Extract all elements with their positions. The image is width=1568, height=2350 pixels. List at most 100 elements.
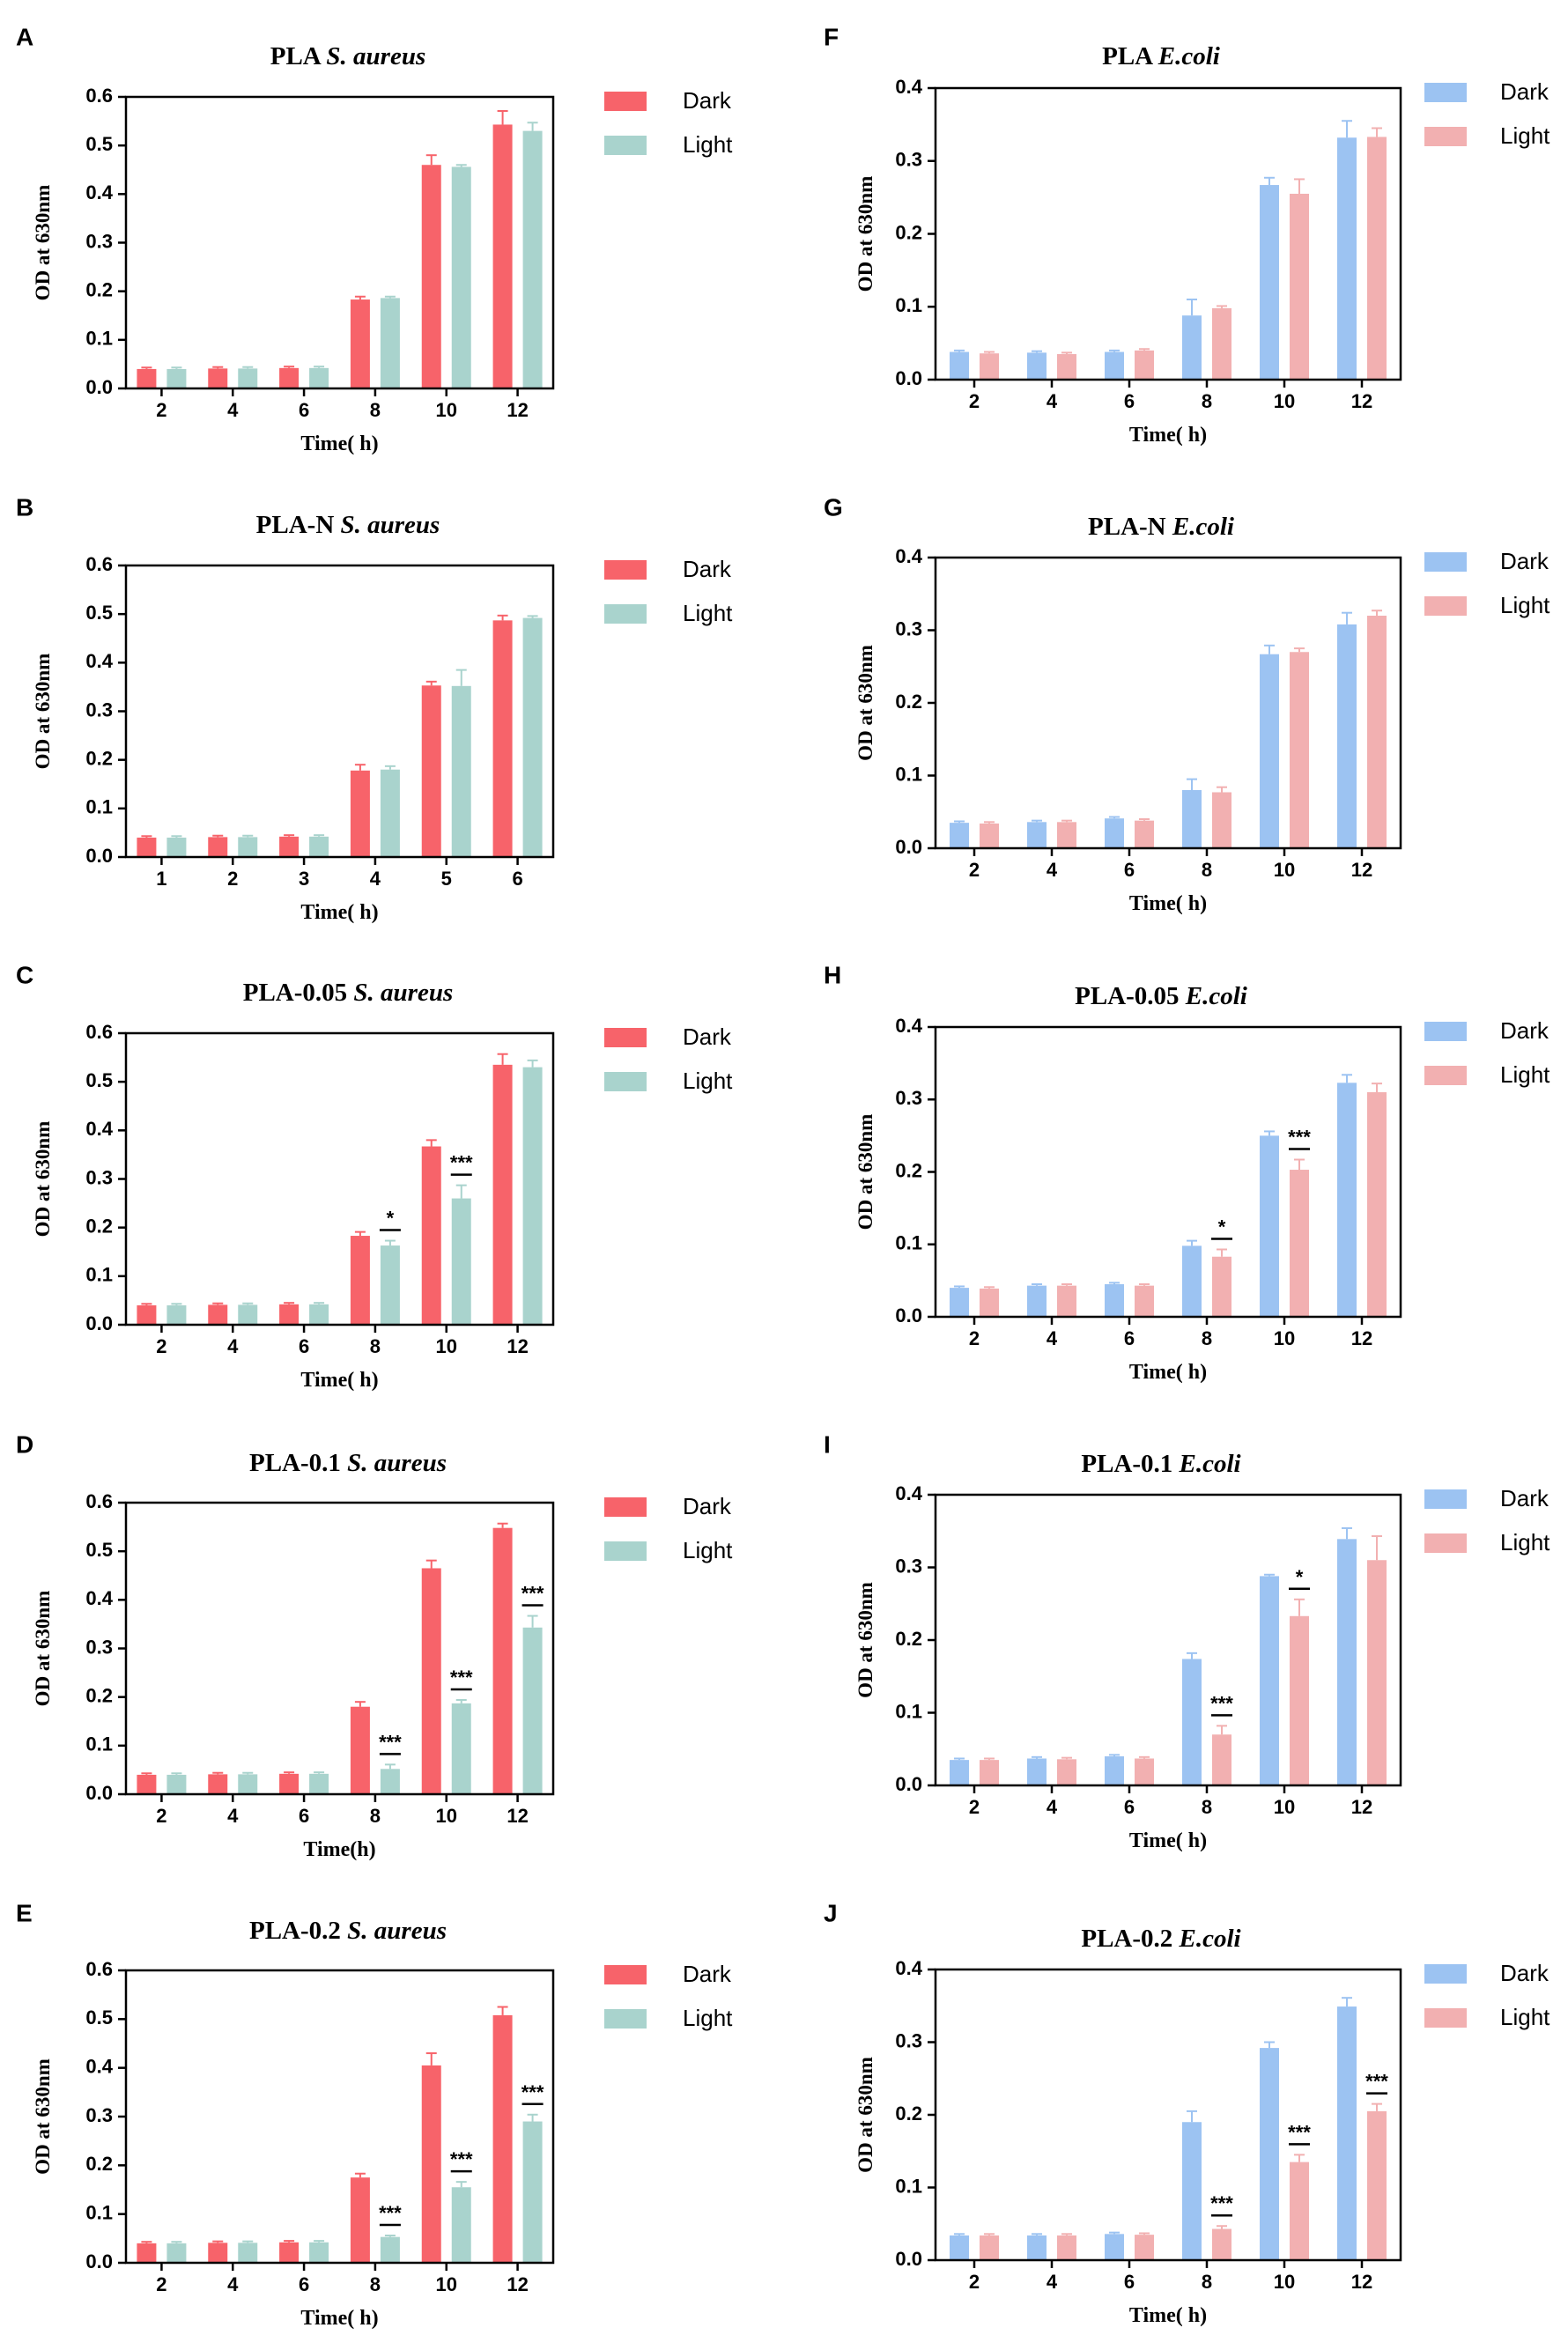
bar-light [1212, 1734, 1231, 1785]
x-tick-label: 10 [1274, 390, 1295, 412]
y-axis-label: OD at 630nm [32, 1121, 54, 1238]
bar-light [166, 2243, 187, 2263]
bar-light [1057, 354, 1076, 380]
significance-stars: *** [450, 2148, 473, 2170]
legend-label-dark: Dark [683, 1493, 732, 1519]
bar-dark [137, 837, 157, 857]
bar-dark [350, 1236, 370, 1325]
x-tick-label: 8 [370, 1335, 381, 1357]
bar-dark [1027, 822, 1047, 848]
bar-light [522, 1627, 543, 1794]
bar-light [1290, 193, 1309, 380]
x-tick-label: 10 [1274, 2271, 1295, 2293]
bar-dark [421, 1146, 441, 1325]
plot-frame [934, 86, 1402, 381]
panel-letter: E [16, 1899, 33, 1926]
x-tick-label: 6 [1124, 859, 1135, 881]
bar-dark [492, 620, 513, 857]
chart-title-prefix: PLA-0.2 [1081, 1925, 1179, 1953]
x-tick-label: 4 [227, 1335, 239, 1357]
chart-title: PLA S. aureus [270, 42, 425, 70]
x-tick-label: 10 [436, 2273, 457, 2295]
x-tick-label: 4 [1047, 2271, 1058, 2293]
legend-label-dark: Dark [683, 87, 732, 114]
bar-dark [950, 823, 969, 848]
bar-light [1135, 820, 1154, 848]
x-tick-label: 8 [370, 1805, 381, 1827]
bar-light [166, 368, 187, 388]
legend-label-dark: Dark [1500, 1485, 1550, 1511]
y-tick-label: 0.0 [85, 845, 113, 867]
y-tick-label: 0.3 [85, 1636, 113, 1658]
bar-light [1135, 2235, 1154, 2260]
bar-light [238, 2243, 258, 2263]
bar-light [980, 2235, 999, 2260]
y-tick-label: 0.0 [895, 2248, 922, 2270]
x-axis-label: Time( h) [1129, 892, 1207, 915]
x-axis-label: Time( h) [1129, 2304, 1207, 2327]
panel-letter: H [824, 961, 841, 988]
bar-light [522, 1067, 543, 1325]
chart-title: PLA-0.2 S. aureus [249, 1917, 447, 1945]
significance-stars: * [387, 1208, 395, 1230]
y-tick-label: 0.2 [895, 1628, 922, 1650]
y-tick-label: 0.4 [85, 1587, 113, 1609]
legend-label-dark: Dark [1500, 1960, 1550, 1986]
legend-swatch-light [1424, 1066, 1467, 1085]
y-axis-label: OD at 630nm [854, 645, 876, 761]
bar-dark [350, 299, 370, 388]
x-tick-label: 4 [227, 399, 239, 421]
bar-dark [421, 1568, 441, 1794]
bar-dark [492, 1064, 513, 1325]
y-tick-label: 0.0 [85, 376, 113, 398]
bar-dark [421, 2065, 441, 2263]
y-tick-label: 0.5 [85, 1539, 113, 1561]
bar-light [309, 1773, 329, 1794]
chart-panel-c: C PLA-0.05 S. aureus 0.0 0.1 0.2 0.3 0.4 0.5 0.6… [16, 961, 733, 1392]
bar-light [1057, 2235, 1076, 2260]
x-tick-label: 10 [1274, 1327, 1295, 1349]
y-tick-label: 0.0 [895, 1773, 922, 1795]
chart-title-prefix: PLA [270, 42, 327, 70]
chart-title-prefix: PLA-0.2 [249, 1917, 347, 1945]
legend-label-dark: Dark [1500, 1017, 1550, 1044]
bar-light [1212, 1256, 1231, 1317]
chart-panel-d: D PLA-0.1 S. aureus 0.0 0.1 0.2 0.3 0.4 0.5 0.6 2… [16, 1430, 733, 1861]
bar-dark [1105, 1756, 1124, 1785]
bar-light [380, 2236, 400, 2263]
legend-label-light: Light [683, 600, 733, 626]
chart-title-species: S. aureus [353, 979, 453, 1007]
bar-dark [1260, 185, 1279, 380]
bar-dark [492, 2014, 513, 2263]
significance-stars: *** [379, 2202, 402, 2224]
bar-light [1057, 1759, 1076, 1785]
bar-dark [1182, 1659, 1202, 1785]
bar-light [166, 1774, 187, 1794]
chart-title-species: E.coli [1158, 42, 1220, 70]
chart-title-prefix: PLA-0.1 [1081, 1450, 1179, 1478]
plot-frame [934, 1493, 1402, 1787]
chart-title: PLA-0.1 S. aureus [249, 1449, 447, 1477]
legend-label-dark: Dark [683, 1024, 732, 1050]
y-tick-label: 0.6 [85, 553, 113, 575]
bar-light [1135, 1758, 1154, 1785]
y-tick-label: 0.3 [895, 617, 922, 639]
chart-title-species: S. aureus [347, 1917, 447, 1945]
y-tick-label: 0.4 [85, 650, 113, 672]
significance-stars: *** [1210, 1692, 1233, 1714]
panel-letter: G [824, 493, 843, 521]
significance-stars: *** [1288, 1127, 1311, 1149]
bar-dark [950, 351, 969, 380]
y-tick-label: 0.3 [895, 2029, 922, 2051]
significance-stars: *** [1210, 2192, 1233, 2214]
bar-light [380, 298, 400, 388]
bar-light [522, 2121, 543, 2263]
x-axis-label: Time( h) [300, 2307, 378, 2330]
y-tick-label: 0.4 [895, 1015, 922, 1037]
x-tick-label: 8 [1202, 1327, 1212, 1349]
bar-light [166, 1304, 187, 1325]
bar-dark [137, 368, 157, 388]
bar-light [1367, 137, 1387, 380]
